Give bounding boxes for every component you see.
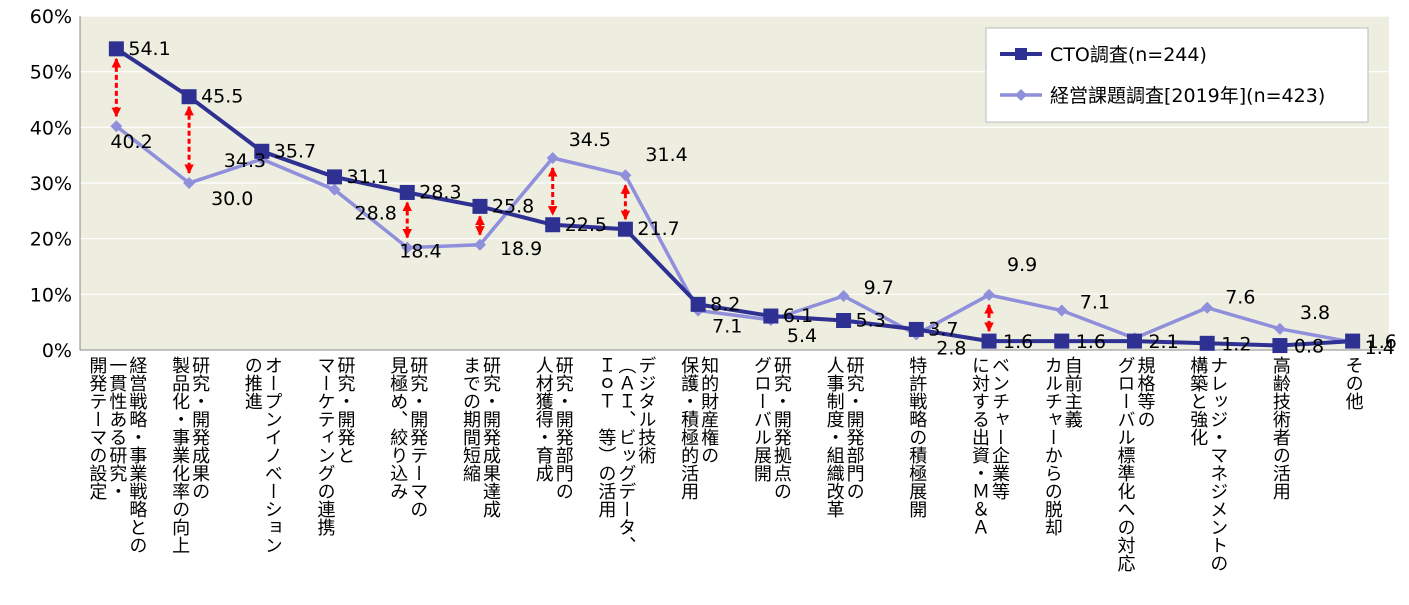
series-1-point — [110, 120, 123, 133]
series-1-data-label: 3.8 — [1300, 302, 1330, 324]
series-1-data-label: 1.4 — [1365, 337, 1395, 359]
legend-marker-1 — [1015, 89, 1027, 101]
series-line-0 — [115, 47, 1353, 348]
series-1-data-label: 28.8 — [355, 203, 397, 225]
series-0-point — [399, 184, 415, 200]
x-category-label: 研究・開発部門の 人事制度・組織改革 — [823, 356, 865, 518]
series-0-data-label: 8.2 — [710, 293, 740, 315]
x-category-label: デジタル技術 （ＡＩ、ビッグデータ、 ＩｏＴ 等）の活用 — [595, 356, 657, 554]
series-0-data-label: 0.8 — [1294, 336, 1324, 358]
series-0-point — [763, 308, 779, 324]
x-category-label: 研究・開発成果の 製品化・事業化率の向上 — [169, 356, 211, 554]
series-0-point — [1126, 333, 1142, 349]
series-0-data-label: 1.6 — [1076, 331, 1106, 353]
series-1-point — [473, 238, 486, 251]
series-0-data-label: 22.5 — [565, 214, 607, 236]
series-0-point — [1054, 333, 1070, 349]
series-0-point — [836, 312, 852, 328]
legend-box — [985, 27, 1369, 123]
series-line-1 — [115, 124, 1353, 344]
series-1-point — [401, 241, 414, 254]
series-1-point — [1273, 322, 1286, 335]
series-1-data-label: 30.0 — [211, 188, 253, 210]
x-category-label: 自前主義 カルチャーからの脱却 — [1041, 356, 1083, 536]
y-tick-label: 0% — [42, 340, 72, 362]
series-1-data-label: 7.1 — [1080, 291, 1110, 313]
series-0-point — [181, 89, 197, 105]
series-0-point — [617, 221, 633, 237]
series-0-data-label: 1.6 — [1003, 331, 1033, 353]
series-0-data-label: 3.7 — [928, 318, 958, 340]
series-0-point — [254, 143, 270, 159]
y-tick-label: 20% — [30, 229, 72, 251]
series-0-point — [1272, 338, 1288, 354]
series-1-point — [837, 290, 850, 303]
series-0-point — [327, 169, 343, 185]
series-1-data-label: 34.5 — [569, 129, 611, 151]
series-0-data-label: 5.3 — [856, 309, 886, 331]
series-1-data-label: 40.2 — [110, 131, 152, 153]
series-1-data-label: 7.1 — [712, 315, 742, 337]
series-1-data-label: 9.7 — [864, 277, 894, 299]
y-tick-label: 10% — [30, 284, 72, 306]
series-1-point — [183, 177, 196, 189]
x-category-label: 研究・開発テーマの 見極め、絞り込み — [387, 356, 429, 518]
x-category-label: オープンイノベーション の推進 — [241, 356, 283, 554]
series-0-point — [908, 321, 924, 337]
series-0-data-label: 25.8 — [492, 195, 534, 217]
series-1-data-label: 18.4 — [399, 241, 441, 263]
x-category-label: 研究・開発拠点の グローバル展開 — [750, 356, 792, 500]
series-0-point — [981, 333, 997, 349]
y-tick-label: 50% — [30, 62, 72, 84]
series-0-data-label: 35.7 — [274, 140, 316, 162]
series-1-data-label: 9.9 — [1007, 254, 1037, 276]
series-1-point — [328, 183, 341, 196]
series-0-point — [472, 198, 488, 214]
series-1-data-label: 18.9 — [500, 238, 542, 260]
legend-marker-0 — [1015, 48, 1027, 60]
series-0-data-label: 45.5 — [201, 86, 243, 108]
series-0-data-label: 1.6 — [1367, 331, 1397, 353]
y-tick-label: 60% — [30, 6, 72, 28]
series-1-point — [983, 288, 996, 301]
x-category-label: ベンチャー企業等 に対する出資・Ｍ＆Ａ — [969, 356, 1010, 536]
legend-label-0: CTO調査(n=244) — [1050, 44, 1207, 66]
series-0-data-label: 28.3 — [419, 181, 461, 203]
series-0-data-label: 2.1 — [1148, 331, 1178, 353]
series-0-point — [1345, 333, 1361, 349]
series-1-data-label: 7.6 — [1225, 287, 1255, 309]
series-0-point — [690, 296, 706, 312]
series-0-data-label: 6.1 — [783, 305, 813, 327]
series-0-data-label: 31.1 — [347, 166, 389, 188]
x-category-label: 特許戦略の積極展開 — [906, 356, 928, 518]
series-1-data-label: 31.4 — [645, 144, 687, 166]
series-1-point — [1201, 301, 1214, 314]
y-tick-label: 40% — [30, 117, 72, 139]
x-category-label: 高齢技術者の活用 — [1269, 356, 1291, 500]
x-category-label: 規格等の グローバル標準化への対応 — [1114, 356, 1156, 572]
series-1-data-label: 2.8 — [936, 337, 966, 359]
x-category-label: 研究・開発部門の 人材獲得・育成 — [532, 356, 574, 500]
series-0-data-label: 1.2 — [1221, 333, 1251, 355]
x-category-label: ナレッジ・マネジメントの 構築と強化 — [1187, 356, 1229, 572]
x-category-label: その他 — [1342, 356, 1364, 410]
series-1-point — [546, 151, 559, 164]
series-1-data-label: 34.3 — [224, 150, 266, 172]
series-1-point — [1055, 304, 1068, 317]
series-0-point — [108, 41, 124, 57]
series-0-point — [1199, 335, 1215, 351]
series-0-data-label: 21.7 — [637, 218, 679, 240]
y-tick-label: 30% — [30, 173, 72, 195]
series-0-data-label: 54.1 — [128, 38, 170, 60]
x-category-label: 研究・開発と マーケティングの連携 — [314, 356, 356, 536]
x-category-label: 知的財産権の 保護・積極的活用 — [678, 356, 720, 500]
series-0-point — [545, 217, 561, 233]
series-1-data-label: 5.4 — [787, 325, 817, 347]
series-1-point — [619, 169, 632, 182]
x-category-label: 研究・開発成果達成 までの期間短縮 — [460, 356, 501, 518]
legend-label-1: 経営課題調査[2019年](n=423) — [1050, 85, 1325, 107]
x-category-label: 経営戦略・事業戦略との 一貫性ある研究・ 開発テーマの設定 — [86, 356, 148, 554]
